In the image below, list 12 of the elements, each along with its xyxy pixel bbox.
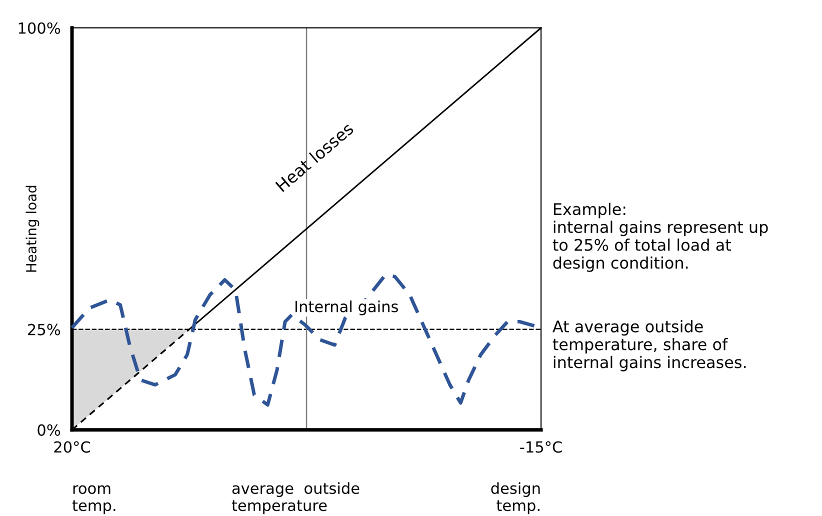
- text: Example: internal gains represent up to 25% of total load at design condition.: [552, 202, 768, 272]
- text: design temp.: [491, 482, 540, 514]
- annotation: Internal gains: [296, 300, 398, 316]
- text: At average outside temperature, share of internal gains increases.: [552, 320, 746, 372]
- y-tick-label: 0%: [38, 424, 60, 436]
- y-axis-title: Heating load: [26, 186, 40, 272]
- x-tick-label: -15°C: [520, 441, 562, 453]
- y-tick-label: 100%: [18, 22, 60, 34]
- y-tick-label: 25%: [28, 324, 60, 336]
- x-tick-label: 20°C: [54, 441, 90, 453]
- text: room temp.: [72, 485, 116, 514]
- text: average outside temperature: [232, 482, 360, 514]
